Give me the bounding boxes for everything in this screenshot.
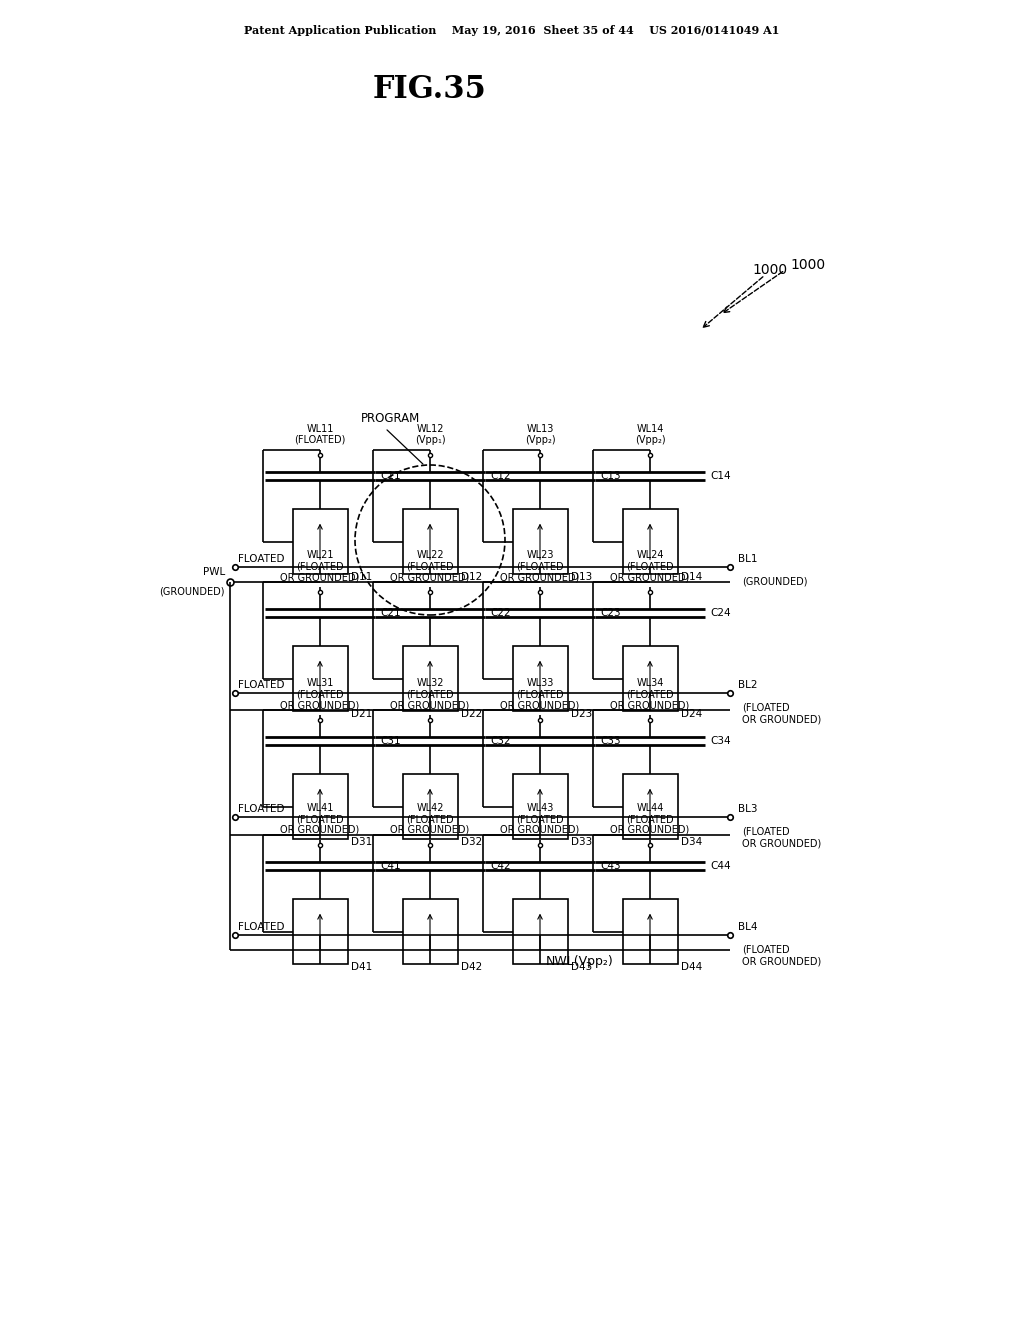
Text: C12: C12 xyxy=(490,471,511,480)
Text: D23: D23 xyxy=(570,709,592,719)
Bar xyxy=(512,899,567,964)
Text: D12: D12 xyxy=(461,572,481,582)
Text: WL24
(FLOATED
OR GROUNDED): WL24 (FLOATED OR GROUNDED) xyxy=(610,550,689,582)
Text: WL12
(Vpp₁): WL12 (Vpp₁) xyxy=(415,424,445,445)
Bar xyxy=(402,899,458,964)
Text: WL44
(FLOATED
OR GROUNDED): WL44 (FLOATED OR GROUNDED) xyxy=(610,804,689,836)
Text: C32: C32 xyxy=(490,737,511,746)
Bar xyxy=(293,645,347,711)
Text: D42: D42 xyxy=(461,962,481,972)
Text: D14: D14 xyxy=(681,572,701,582)
Text: (GROUNDED): (GROUNDED) xyxy=(160,587,225,597)
Text: OR GROUNDED): OR GROUNDED) xyxy=(742,714,821,723)
Text: BL4: BL4 xyxy=(738,921,758,932)
Text: C42: C42 xyxy=(490,861,511,871)
Text: C33: C33 xyxy=(600,737,621,746)
Text: OR GROUNDED): OR GROUNDED) xyxy=(742,838,821,847)
Text: FLOATED: FLOATED xyxy=(238,921,285,932)
Text: (FLOATED: (FLOATED xyxy=(742,702,790,711)
Text: Patent Application Publication    May 19, 2016  Sheet 35 of 44    US 2016/014104: Patent Application Publication May 19, 2… xyxy=(245,25,779,36)
Text: WL33
(FLOATED
OR GROUNDED): WL33 (FLOATED OR GROUNDED) xyxy=(501,678,580,710)
Text: WL41
(FLOATED
OR GROUNDED): WL41 (FLOATED OR GROUNDED) xyxy=(281,804,359,836)
Text: WL21
(FLOATED
OR GROUNDED): WL21 (FLOATED OR GROUNDED) xyxy=(281,550,359,582)
Text: WL42
(FLOATED
OR GROUNDED): WL42 (FLOATED OR GROUNDED) xyxy=(390,804,470,836)
Text: D13: D13 xyxy=(570,572,592,582)
Text: D33: D33 xyxy=(570,837,592,847)
Bar xyxy=(293,774,347,840)
Text: BL2: BL2 xyxy=(738,680,758,690)
Text: C24: C24 xyxy=(710,609,731,618)
Bar xyxy=(623,645,678,711)
Bar xyxy=(623,510,678,574)
Bar xyxy=(512,645,567,711)
Text: D24: D24 xyxy=(681,709,701,719)
Text: OR GROUNDED): OR GROUNDED) xyxy=(742,956,821,966)
Bar xyxy=(512,774,567,840)
Bar xyxy=(402,774,458,840)
Text: C14: C14 xyxy=(710,471,731,480)
Text: PROGRAM: PROGRAM xyxy=(360,412,420,425)
Text: WL22
(FLOATED
OR GROUNDED): WL22 (FLOATED OR GROUNDED) xyxy=(390,550,470,582)
Text: NWL(Vpp₂): NWL(Vpp₂) xyxy=(546,954,613,968)
Text: D44: D44 xyxy=(681,962,701,972)
Text: D43: D43 xyxy=(570,962,592,972)
Text: C44: C44 xyxy=(710,861,731,871)
Text: D32: D32 xyxy=(461,837,481,847)
Bar xyxy=(293,899,347,964)
Text: WL14
(Vpp₂): WL14 (Vpp₂) xyxy=(635,424,666,445)
Text: (GROUNDED): (GROUNDED) xyxy=(742,576,808,586)
Text: D41: D41 xyxy=(350,962,372,972)
Text: WL31
(FLOATED
OR GROUNDED): WL31 (FLOATED OR GROUNDED) xyxy=(281,678,359,710)
Text: WL11
(FLOATED): WL11 (FLOATED) xyxy=(294,424,346,445)
Text: FLOATED: FLOATED xyxy=(238,680,285,690)
Text: WL13
(Vpp₂): WL13 (Vpp₂) xyxy=(524,424,555,445)
Bar xyxy=(293,510,347,574)
Text: 1000: 1000 xyxy=(753,263,787,277)
Text: C31: C31 xyxy=(380,737,400,746)
Bar xyxy=(512,510,567,574)
Text: D21: D21 xyxy=(350,709,372,719)
Text: C13: C13 xyxy=(600,471,621,480)
Text: (FLOATED: (FLOATED xyxy=(742,826,790,836)
Text: FLOATED: FLOATED xyxy=(238,554,285,564)
Text: D11: D11 xyxy=(350,572,372,582)
Text: 1000: 1000 xyxy=(790,257,825,272)
Text: WL32
(FLOATED
OR GROUNDED): WL32 (FLOATED OR GROUNDED) xyxy=(390,678,470,710)
Text: C43: C43 xyxy=(600,861,621,871)
Text: D34: D34 xyxy=(681,837,701,847)
Text: C41: C41 xyxy=(380,861,400,871)
Bar xyxy=(623,774,678,840)
Text: C21: C21 xyxy=(380,609,400,618)
Text: D31: D31 xyxy=(350,837,372,847)
Text: BL3: BL3 xyxy=(738,804,758,814)
Bar xyxy=(623,899,678,964)
Text: WL23
(FLOATED
OR GROUNDED): WL23 (FLOATED OR GROUNDED) xyxy=(501,550,580,582)
Text: C22: C22 xyxy=(490,609,511,618)
Text: C23: C23 xyxy=(600,609,621,618)
Text: FIG.35: FIG.35 xyxy=(373,74,486,106)
Text: C34: C34 xyxy=(710,737,731,746)
Text: BL1: BL1 xyxy=(738,554,758,564)
Bar xyxy=(402,645,458,711)
Bar xyxy=(402,510,458,574)
Text: (FLOATED: (FLOATED xyxy=(742,944,790,954)
Text: C11: C11 xyxy=(380,471,400,480)
Text: FLOATED: FLOATED xyxy=(238,804,285,814)
Text: WL34
(FLOATED
OR GROUNDED): WL34 (FLOATED OR GROUNDED) xyxy=(610,678,689,710)
Text: PWL: PWL xyxy=(203,568,225,577)
Text: WL43
(FLOATED
OR GROUNDED): WL43 (FLOATED OR GROUNDED) xyxy=(501,804,580,836)
Text: D22: D22 xyxy=(461,709,481,719)
